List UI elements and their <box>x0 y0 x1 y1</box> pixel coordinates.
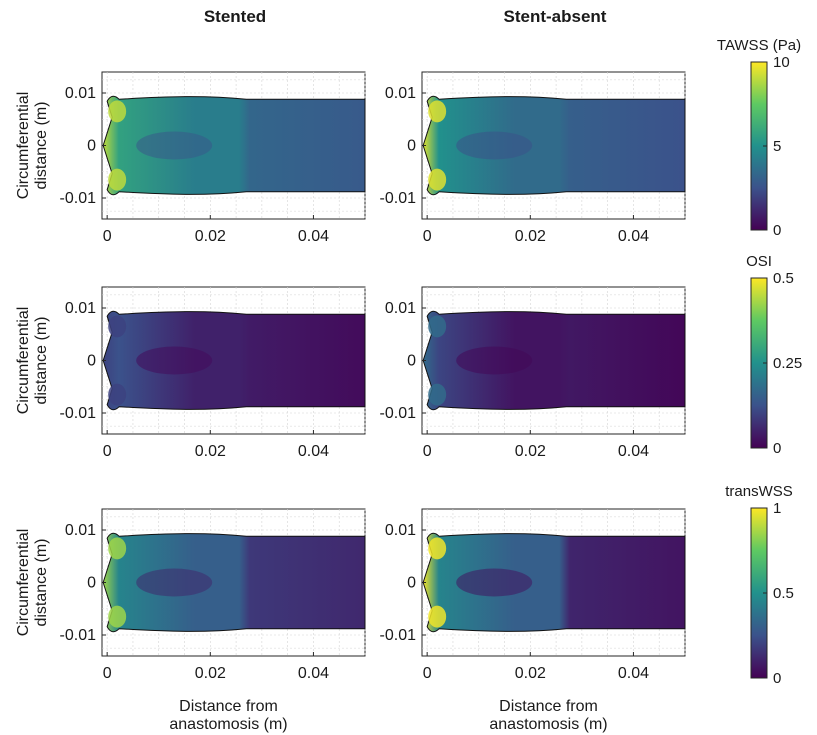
colorbar-title: transWSS <box>725 483 793 500</box>
y-tick-label: 0.01 <box>65 300 96 317</box>
colorbar-tick-label: 0 <box>773 222 781 239</box>
inlet-hotspot-top <box>428 537 447 560</box>
y-tick-label: 0 <box>87 353 96 370</box>
x-tick-label: 0.02 <box>515 443 546 460</box>
panel-osi-stented: 0 0.02 0.04 0.01 0 -0.01 Circumferentialdistan… <box>15 286 366 460</box>
x-tick-label: 0 <box>423 665 432 682</box>
y-tick-label: -0.01 <box>380 627 417 644</box>
central-low-region <box>136 568 213 597</box>
inlet-hotspot-top <box>428 315 447 338</box>
y-axis-label-line1: Circumferential <box>15 307 32 415</box>
colorbar-tick-label: 5 <box>773 138 781 155</box>
x-tick-label: 0 <box>103 665 112 682</box>
x-tick-label: 0.04 <box>618 665 649 682</box>
y-tick-label: -0.01 <box>60 405 97 422</box>
panel-transwss-stent-absent: 0 0.02 0.04 0.01 0 -0.01 Distance from anastomo… <box>380 508 686 733</box>
inlet-hotspot-top <box>108 537 127 560</box>
panel-tawss-stented: 0 0.02 0.04 0.01 0 -0.01 Circumferentialdistan… <box>15 71 366 245</box>
y-tick-label: 0 <box>87 138 96 155</box>
x-tick-label: 0.02 <box>195 228 226 245</box>
x-tick-label: 0.02 <box>515 665 546 682</box>
column-title-stented: Stented <box>204 7 266 26</box>
panel-transwss-stented: 0 0.02 0.04 0.01 0 -0.01 Circumferentialdistan… <box>15 508 366 733</box>
y-tick-label: 0.01 <box>65 522 96 539</box>
y-axis-label-line2: distance (m) <box>33 316 50 404</box>
y-tick-label: -0.01 <box>380 405 417 422</box>
x-tick-label: 0 <box>423 228 432 245</box>
inlet-hotspot-bottom <box>428 168 447 191</box>
vessel-surface <box>422 310 686 411</box>
colorbar-tick-label: 0.25 <box>773 355 802 372</box>
x-tick-label: 0.02 <box>515 228 546 245</box>
y-tick-label: 0 <box>87 575 96 592</box>
central-low-region <box>136 346 213 375</box>
y-tick-label: 0.01 <box>385 300 416 317</box>
x-axis-label-line1: Distance from <box>179 698 278 715</box>
y-tick-label: 0.01 <box>385 522 416 539</box>
inlet-hotspot-bottom <box>108 168 127 191</box>
y-tick-label: 0.01 <box>65 85 96 102</box>
y-axis-label: Circumferentialdistance (m) <box>15 529 50 637</box>
colorbar-tick-label: 0 <box>773 670 781 687</box>
x-tick-label: 0 <box>103 228 112 245</box>
y-tick-label: -0.01 <box>60 627 97 644</box>
vessel-surface <box>102 95 366 196</box>
inlet-hotspot-bottom <box>428 383 447 406</box>
colorbar-tawss: TAWSS (Pa)10 5 0 <box>717 37 801 239</box>
inlet-hotspot-bottom <box>428 605 447 628</box>
colorbar-tick-label: 0.5 <box>773 585 794 602</box>
x-tick-label: 0.04 <box>618 228 649 245</box>
x-tick-label: 0 <box>423 443 432 460</box>
central-low-region <box>456 131 533 160</box>
x-axis-label-line2: anastomosis (m) <box>169 716 287 733</box>
y-axis-label-line2: distance (m) <box>33 538 50 626</box>
colorbar-tick-label: 0 <box>773 440 781 457</box>
x-tick-label: 0.04 <box>298 443 329 460</box>
inlet-hotspot-bottom <box>108 605 127 628</box>
y-tick-label: -0.01 <box>60 190 97 207</box>
panel-tawss-stent-absent: 0 0.02 0.04 0.01 0 -0.01 <box>380 71 686 245</box>
x-tick-label: 0 <box>103 443 112 460</box>
x-tick-label: 0.02 <box>195 443 226 460</box>
inlet-hotspot-top <box>108 100 127 123</box>
x-axis-label-line1: Distance from <box>499 698 598 715</box>
y-tick-label: 0 <box>407 138 416 155</box>
y-axis-label-line1: Circumferential <box>15 529 32 637</box>
x-axis-label: Distance from anastomosis (m) <box>169 698 287 733</box>
vessel-surface <box>102 310 366 411</box>
vessel-surface <box>422 95 686 196</box>
inlet-hotspot-bottom <box>108 383 127 406</box>
vessel-surface <box>102 532 366 633</box>
y-tick-label: 0 <box>407 575 416 592</box>
inlet-hotspot-top <box>108 315 127 338</box>
colorbar-tick-label: 0.5 <box>773 270 794 287</box>
x-tick-label: 0.04 <box>618 443 649 460</box>
y-axis-label: Circumferentialdistance (m) <box>15 307 50 415</box>
y-axis-label: Circumferentialdistance (m) <box>15 92 50 200</box>
y-axis-label-line2: distance (m) <box>33 101 50 189</box>
x-tick-label: 0.04 <box>298 665 329 682</box>
central-low-region <box>456 568 533 597</box>
y-axis-label-line1: Circumferential <box>15 92 32 200</box>
inlet-hotspot-top <box>428 100 447 123</box>
x-tick-label: 0.02 <box>195 665 226 682</box>
x-tick-label: 0.04 <box>298 228 329 245</box>
colorbar-title: TAWSS (Pa) <box>717 37 801 54</box>
vessel-surface <box>422 532 686 633</box>
y-tick-label: 0.01 <box>385 85 416 102</box>
central-low-region <box>456 346 533 375</box>
y-tick-label: 0 <box>407 353 416 370</box>
central-low-region <box>136 131 213 160</box>
colorbar-tick-label: 10 <box>773 54 790 71</box>
column-title-stent-absent: Stent-absent <box>504 7 607 26</box>
x-axis-label: Distance from anastomosis (m) <box>489 698 607 733</box>
colorbar-tick-label: 1 <box>773 500 781 517</box>
y-tick-label: -0.01 <box>380 190 417 207</box>
panel-osi-stent-absent: 0 0.02 0.04 0.01 0 -0.01 <box>380 286 686 460</box>
colorbar-title: OSI <box>746 253 772 270</box>
x-axis-label-line2: anastomosis (m) <box>489 716 607 733</box>
